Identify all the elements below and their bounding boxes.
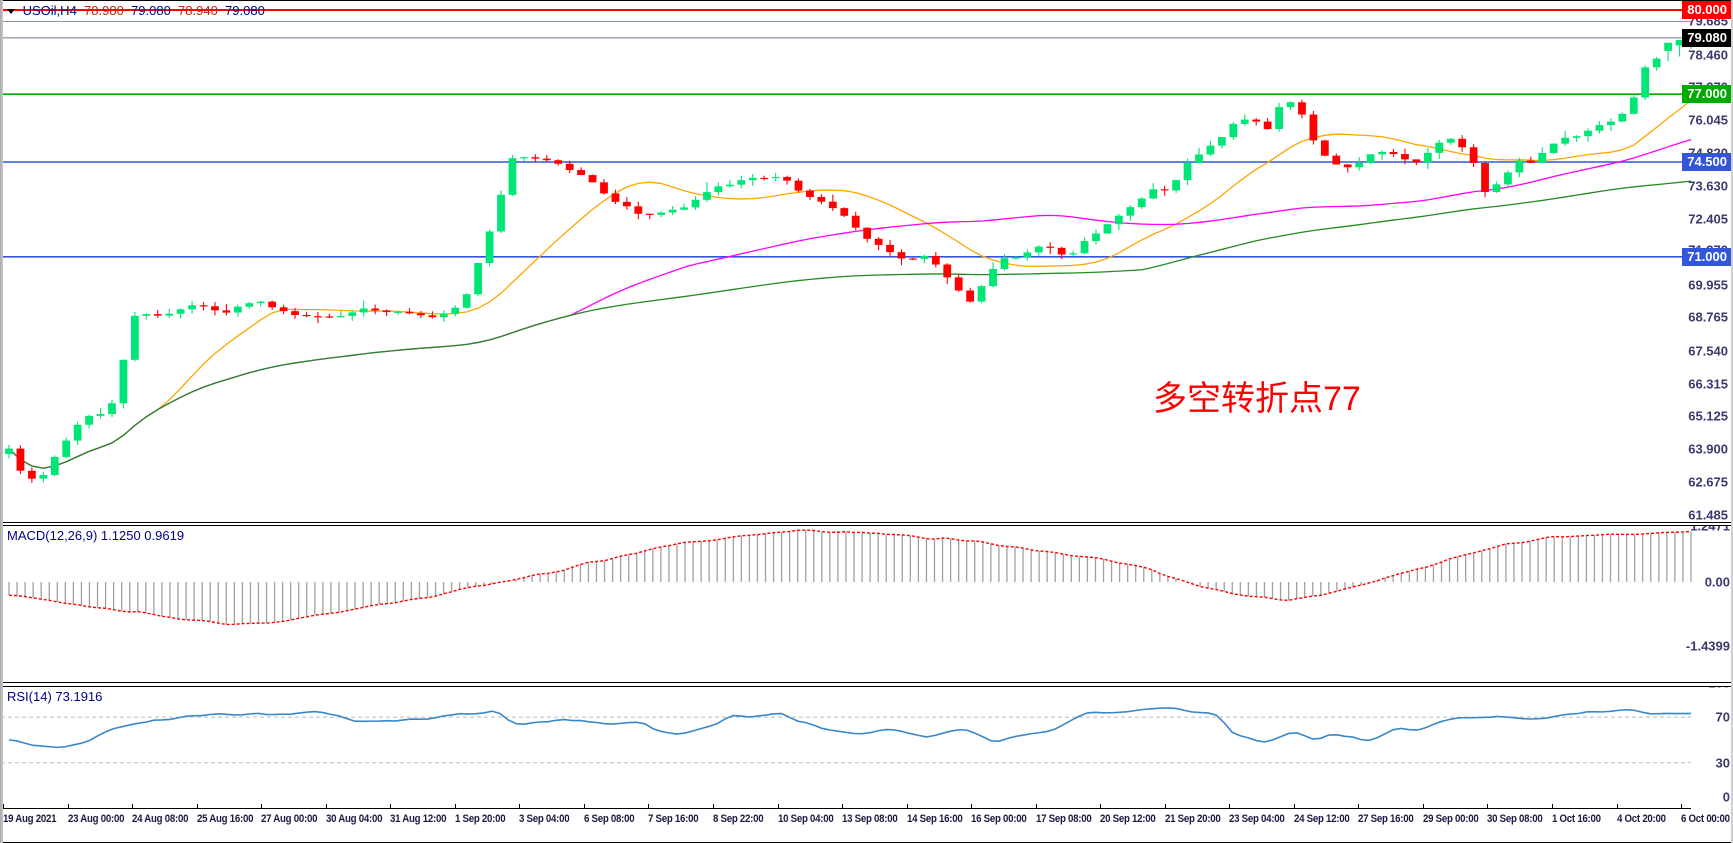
svg-text:多空转折点77: 多空转折点77 — [1153, 380, 1361, 418]
